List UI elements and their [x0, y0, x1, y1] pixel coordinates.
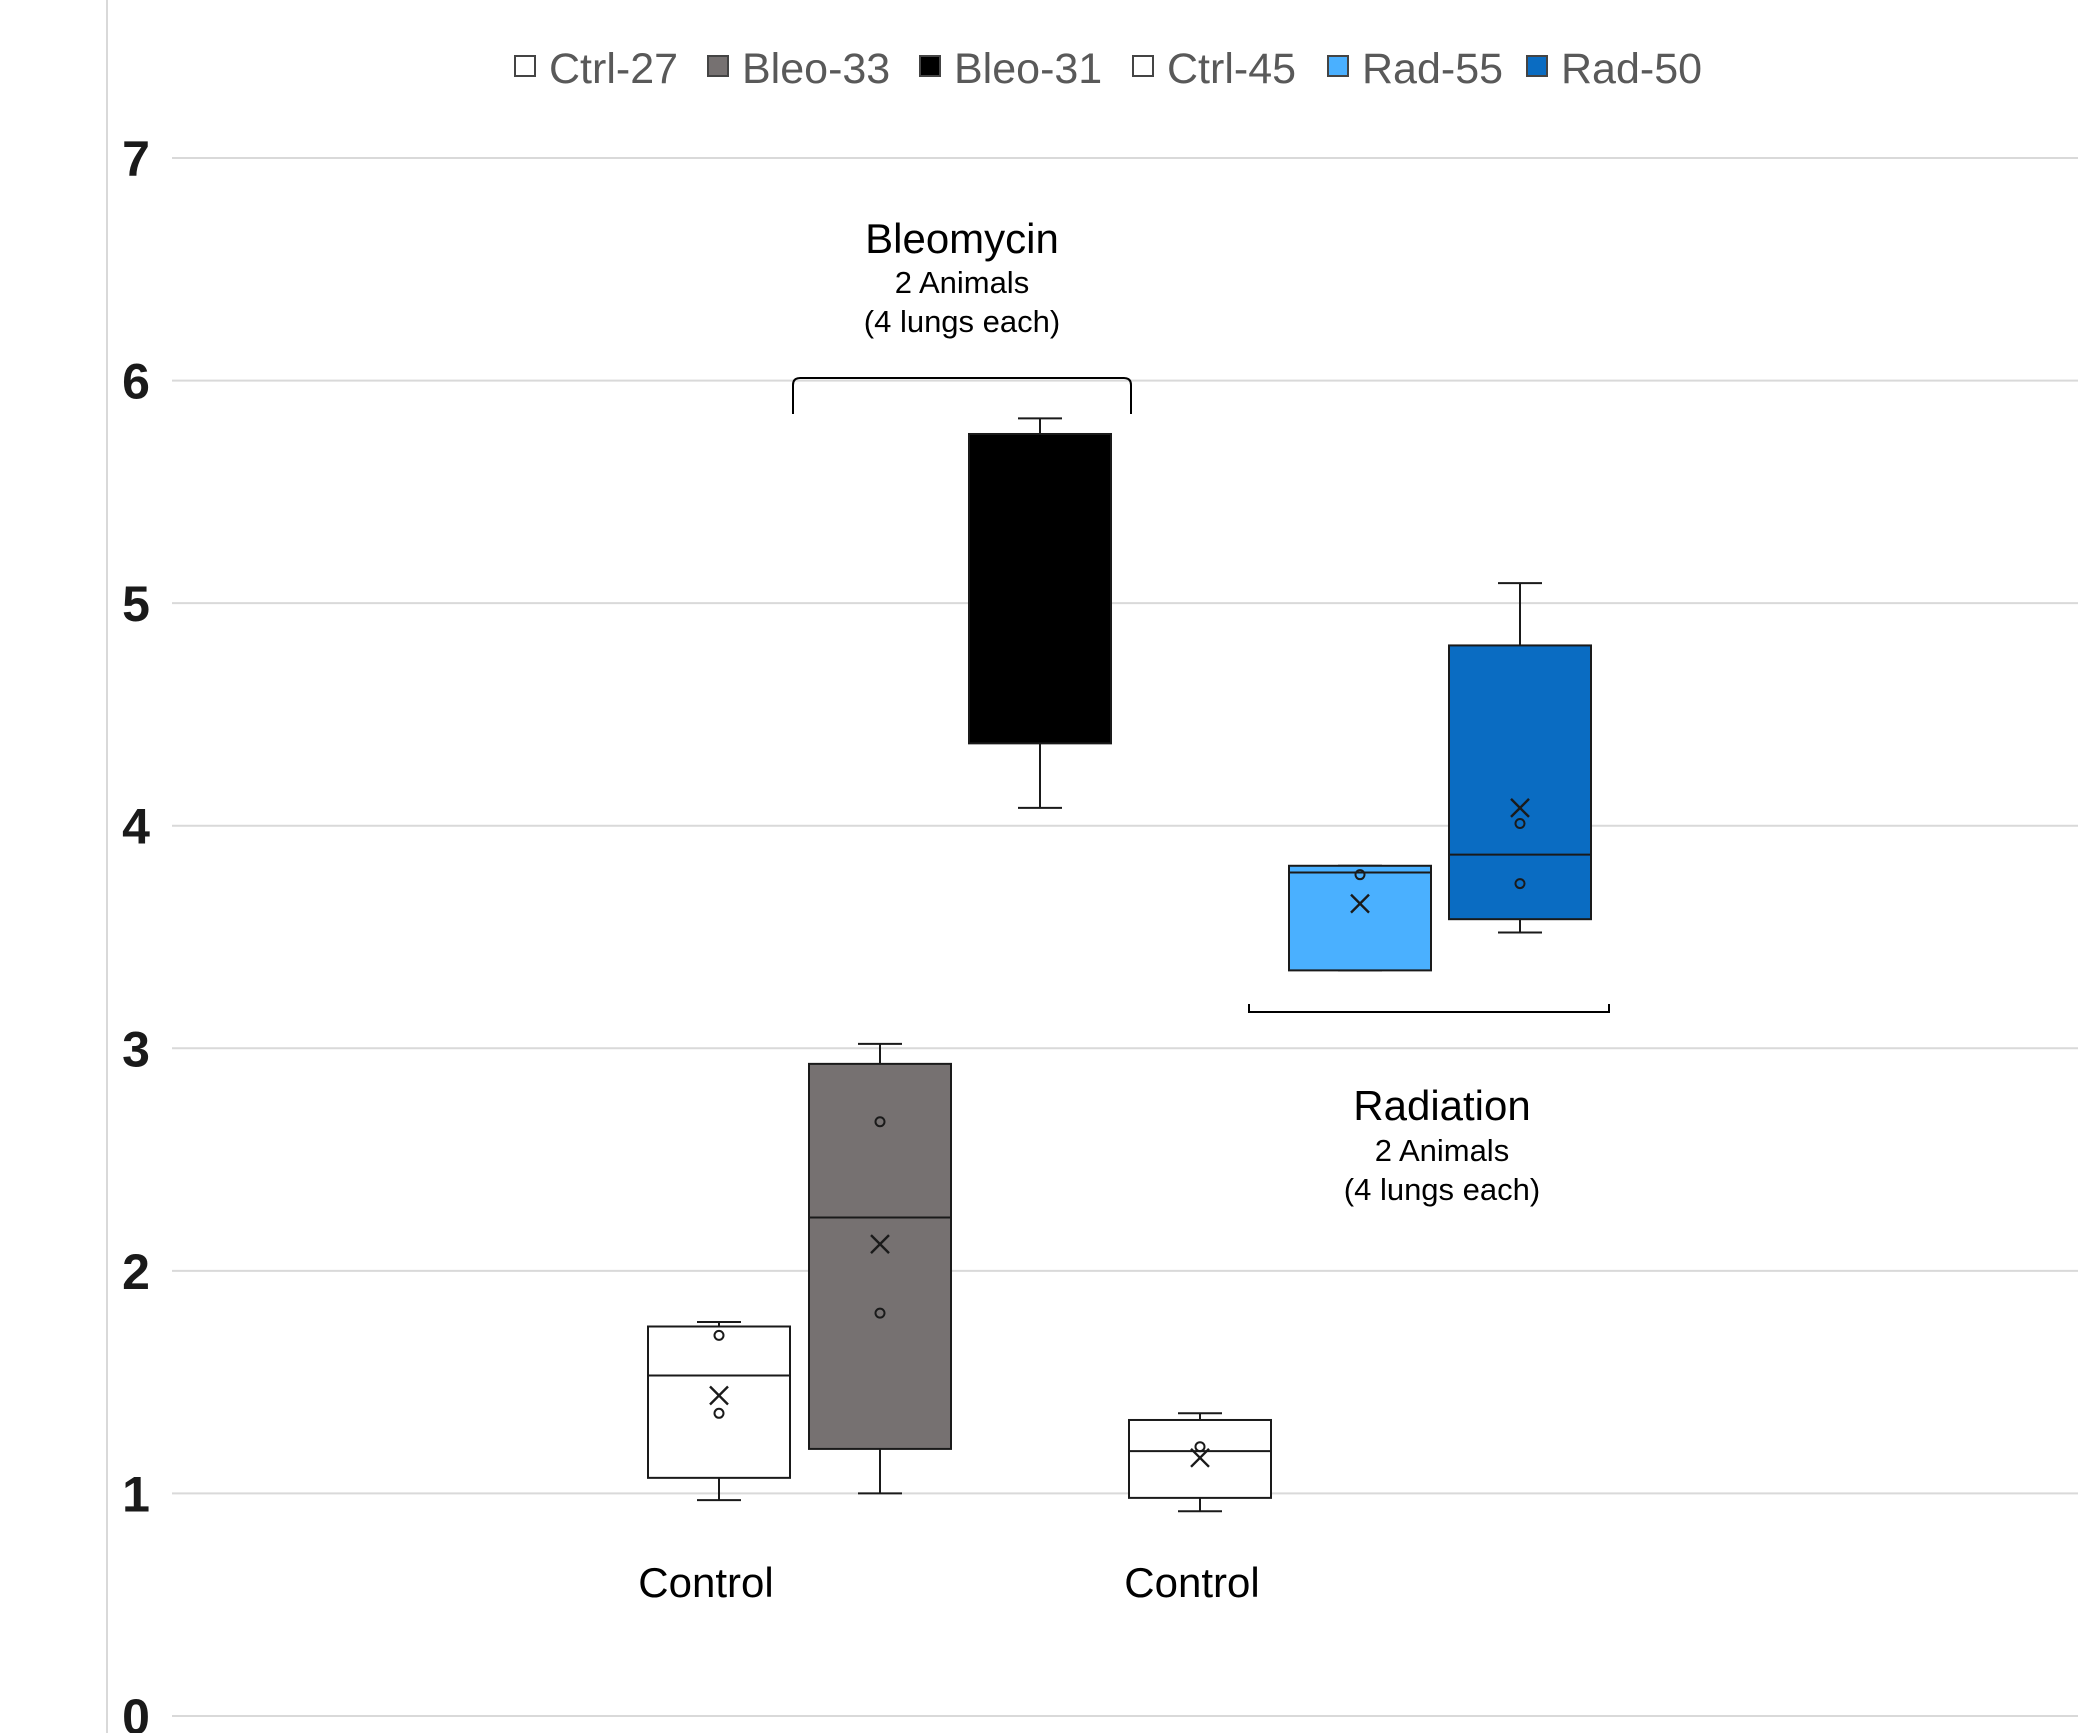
- box-body-rad-55: [1288, 864, 1432, 972]
- bleomycin-bracket: [792, 377, 1132, 414]
- box-body-ctrl-27: [647, 1325, 791, 1479]
- mean-marker-rad-55: [1350, 893, 1370, 914]
- y-tick-label-3: 3: [122, 1021, 150, 1077]
- legend-item-rad-55: Rad-55: [1327, 45, 1503, 93]
- legend-label-bleo-31: Bleo-31: [954, 45, 1102, 93]
- bleomycin-lungs: (4 lungs each): [864, 304, 1060, 339]
- legend-label-bleo-33: Bleo-33: [742, 45, 890, 93]
- point-rad-50-1: [1514, 878, 1526, 890]
- box-rad-50: [1448, 582, 1592, 934]
- point-ctrl-27-1: [713, 1407, 725, 1419]
- radiation-annotation: Radiation 2 Animals (4 lungs each): [1248, 1004, 1610, 1207]
- control-label-2: Control: [1124, 1559, 1259, 1606]
- legend-item-ctrl-27: Ctrl-27: [514, 45, 678, 93]
- y-tick-label-0: 0: [122, 1689, 150, 1733]
- y-tick-labels: 0 1 2 3 4 5 6 7: [122, 131, 150, 1733]
- legend-item-bleo-33: Bleo-33: [707, 45, 890, 93]
- y-tick-label-4: 4: [122, 799, 150, 855]
- y-tick-label-7: 7: [122, 131, 150, 187]
- y-tick-label-1: 1: [122, 1466, 150, 1522]
- point-rad-50-0: [1514, 817, 1526, 829]
- box-ctrl-45: [1128, 1412, 1272, 1513]
- box-series: [647, 417, 1592, 1513]
- legend-item-ctrl-45: Ctrl-45: [1132, 45, 1296, 93]
- y-tick-label-6: 6: [122, 354, 150, 410]
- legend-label-rad-55: Rad-55: [1362, 45, 1503, 93]
- bleomycin-title: Bleomycin: [865, 215, 1059, 262]
- legend-swatch-ctrl-27: [514, 55, 536, 77]
- legend-item-rad-50: Rad-50: [1526, 45, 1702, 93]
- point-ctrl-45-0: [1194, 1441, 1206, 1453]
- mean-marker-bleo-33: [870, 1234, 890, 1254]
- radiation-lungs: (4 lungs each): [1344, 1172, 1540, 1207]
- legend-swatch-ctrl-45: [1132, 55, 1154, 77]
- box-bleo-33: [808, 1042, 952, 1495]
- legend-label-ctrl-45: Ctrl-45: [1167, 45, 1296, 93]
- box-body-bleo-33: [808, 1062, 952, 1450]
- radiation-bracket: [1248, 1004, 1610, 1013]
- gridlines: [172, 157, 2078, 1717]
- mean-marker-rad-50: [1510, 798, 1530, 818]
- legend: Ctrl-27 Bleo-33 Bleo-31 Ctrl-45 Rad-55 Rad-50: [514, 45, 1702, 93]
- control-label-1: Control: [638, 1559, 773, 1606]
- y-tick-label-2: 2: [122, 1244, 150, 1300]
- box-rad-55: [1288, 864, 1432, 972]
- legend-item-bleo-31: Bleo-31: [919, 45, 1102, 93]
- legend-swatch-bleo-33: [707, 55, 729, 77]
- mean-marker-ctrl-45: [1190, 1447, 1210, 1468]
- legend-swatch-rad-50: [1526, 55, 1548, 77]
- point-bleo-33-0: [874, 1116, 886, 1128]
- box-body-rad-50: [1448, 644, 1592, 921]
- legend-swatch-bleo-31: [919, 55, 941, 77]
- legend-label-ctrl-27: Ctrl-27: [549, 45, 678, 93]
- y-tick-label-5: 5: [122, 576, 150, 632]
- point-ctrl-27-0: [713, 1329, 725, 1341]
- point-rad-55-0: [1354, 869, 1366, 881]
- radiation-title: Radiation: [1353, 1082, 1530, 1129]
- box-ctrl-27: [647, 1321, 791, 1502]
- legend-swatch-rad-55: [1327, 55, 1349, 77]
- box-bleo-31: [968, 417, 1112, 809]
- point-bleo-33-1: [874, 1307, 886, 1319]
- radiation-animals: 2 Animals: [1375, 1133, 1509, 1168]
- mean-marker-ctrl-27: [709, 1385, 729, 1406]
- box-body-bleo-31: [968, 432, 1112, 745]
- bleomycin-animals: 2 Animals: [895, 265, 1029, 300]
- bleomycin-annotation: Bleomycin 2 Animals (4 lungs each): [792, 215, 1132, 414]
- legend-label-rad-50: Rad-50: [1561, 45, 1702, 93]
